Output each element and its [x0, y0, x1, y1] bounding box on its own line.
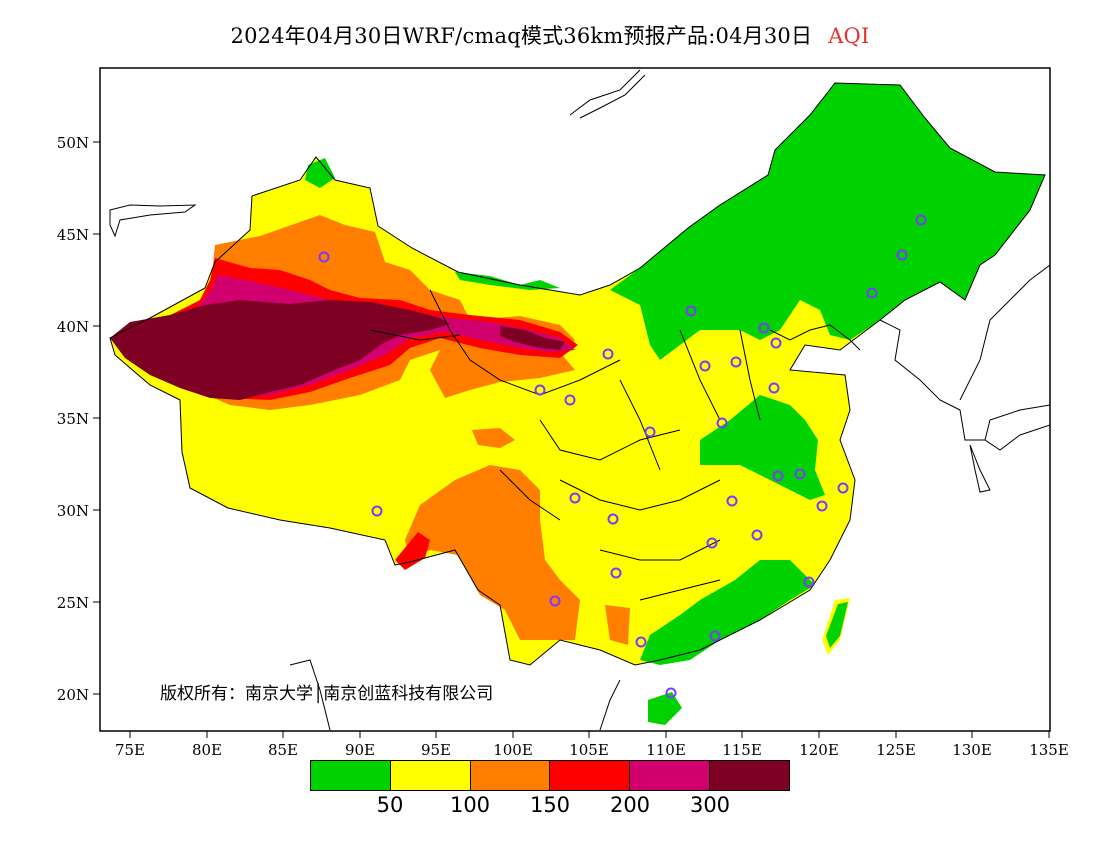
legend-tick: 300 [689, 793, 731, 817]
china-border [109, 82, 1046, 666]
city-marker [770, 337, 782, 349]
city-marker [768, 382, 780, 394]
legend-swatch [550, 761, 631, 790]
city-marker [915, 214, 927, 226]
lon-label: 110E [646, 741, 686, 759]
province-lines [369, 289, 761, 601]
city-marker [772, 470, 784, 482]
coastline-japan [959, 264, 1050, 401]
city-marker [602, 348, 614, 360]
city-marker [371, 505, 383, 517]
red-region-tibet [395, 532, 430, 570]
hainan-region [648, 692, 682, 725]
lon-label: 85E [268, 741, 298, 759]
bohai-coast [769, 324, 861, 351]
city-marker [794, 468, 806, 480]
northeast-green [610, 83, 1045, 360]
coastline-kyushu [969, 444, 991, 493]
city-marker [635, 636, 647, 648]
city-marker [699, 360, 711, 372]
coastline-japan-2 [984, 404, 1050, 451]
lon-label: 90E [345, 741, 375, 759]
lon-label: 120E [799, 741, 839, 759]
coastline-southasia [289, 659, 621, 731]
lat-label: 45N [57, 226, 89, 244]
city-marker [816, 500, 828, 512]
city-marker [607, 513, 619, 525]
lon-label: 125E [876, 741, 916, 759]
coastline-caspian [109, 204, 197, 238]
small-orange-1 [335, 236, 372, 246]
maroon-region [110, 300, 450, 400]
city-marker [837, 482, 849, 494]
southwest-orange [405, 465, 580, 640]
lon-label: 75E [115, 741, 145, 759]
city-marker [896, 249, 908, 261]
north-green-small [305, 158, 335, 188]
coastline-korea [879, 319, 985, 441]
lat-label: 40N [57, 318, 89, 336]
legend-swatch [710, 761, 789, 790]
lon-label: 130E [952, 741, 992, 759]
city-marker [726, 495, 738, 507]
legend-tick: 100 [449, 793, 491, 817]
lon-label: 105E [569, 741, 609, 759]
lon-label: 95E [421, 741, 451, 759]
lon-label: 100E [493, 741, 533, 759]
city-marker [706, 537, 718, 549]
lat-label: 25N [57, 594, 89, 612]
city-marker [610, 567, 622, 579]
city-marker [644, 426, 656, 438]
color-legend [310, 760, 790, 791]
city-marker [564, 394, 576, 406]
city-marker [751, 529, 763, 541]
city-marker [730, 356, 742, 368]
lat-label: 35N [57, 410, 89, 428]
legend-swatch [630, 761, 711, 790]
legend-tick: 200 [609, 793, 651, 817]
map-frame [99, 67, 1051, 732]
maroon-region-2 [500, 326, 565, 350]
city-marker [569, 492, 581, 504]
lat-label: 30N [57, 502, 89, 520]
copyright-text: 版权所有：南京大学│南京创蓝科技有限公司 [160, 684, 494, 704]
legend-tick: 50 [376, 793, 404, 817]
city-marker [803, 576, 815, 588]
taiwan-region-green [826, 602, 848, 648]
lon-label: 80E [192, 741, 222, 759]
city-marker [685, 305, 697, 317]
legend-tick: 150 [529, 793, 571, 817]
lon-label: 115E [722, 741, 762, 759]
east-green [700, 395, 825, 500]
title-variable: AQI [828, 24, 870, 48]
city-marker [534, 384, 546, 396]
lat-label: 20N [57, 686, 89, 704]
sichuan-orange [472, 428, 515, 448]
southeast-green [640, 560, 815, 665]
city-marker [665, 687, 677, 699]
legend-swatch [390, 761, 471, 790]
lon-label: 135E [1029, 741, 1069, 759]
city-marker [709, 630, 721, 642]
coastline-russia [569, 69, 646, 119]
tick-marks [93, 141, 1050, 738]
lat-label: 50N [57, 134, 89, 152]
title-main: 2024年04月30日WRF/cmaq模式36km预报产品:04月30日 [230, 24, 813, 48]
legend-swatch [311, 761, 391, 790]
city-marker [716, 417, 728, 429]
guangxi-orange [605, 605, 630, 645]
map-title: 2024年04月30日WRF/cmaq模式36km预报产品:04月30日 AQI [0, 20, 1100, 50]
city-marker [866, 287, 878, 299]
city-marker [758, 322, 770, 334]
city-marker [318, 251, 330, 263]
legend-swatch [470, 761, 551, 790]
city-marker [549, 595, 561, 607]
